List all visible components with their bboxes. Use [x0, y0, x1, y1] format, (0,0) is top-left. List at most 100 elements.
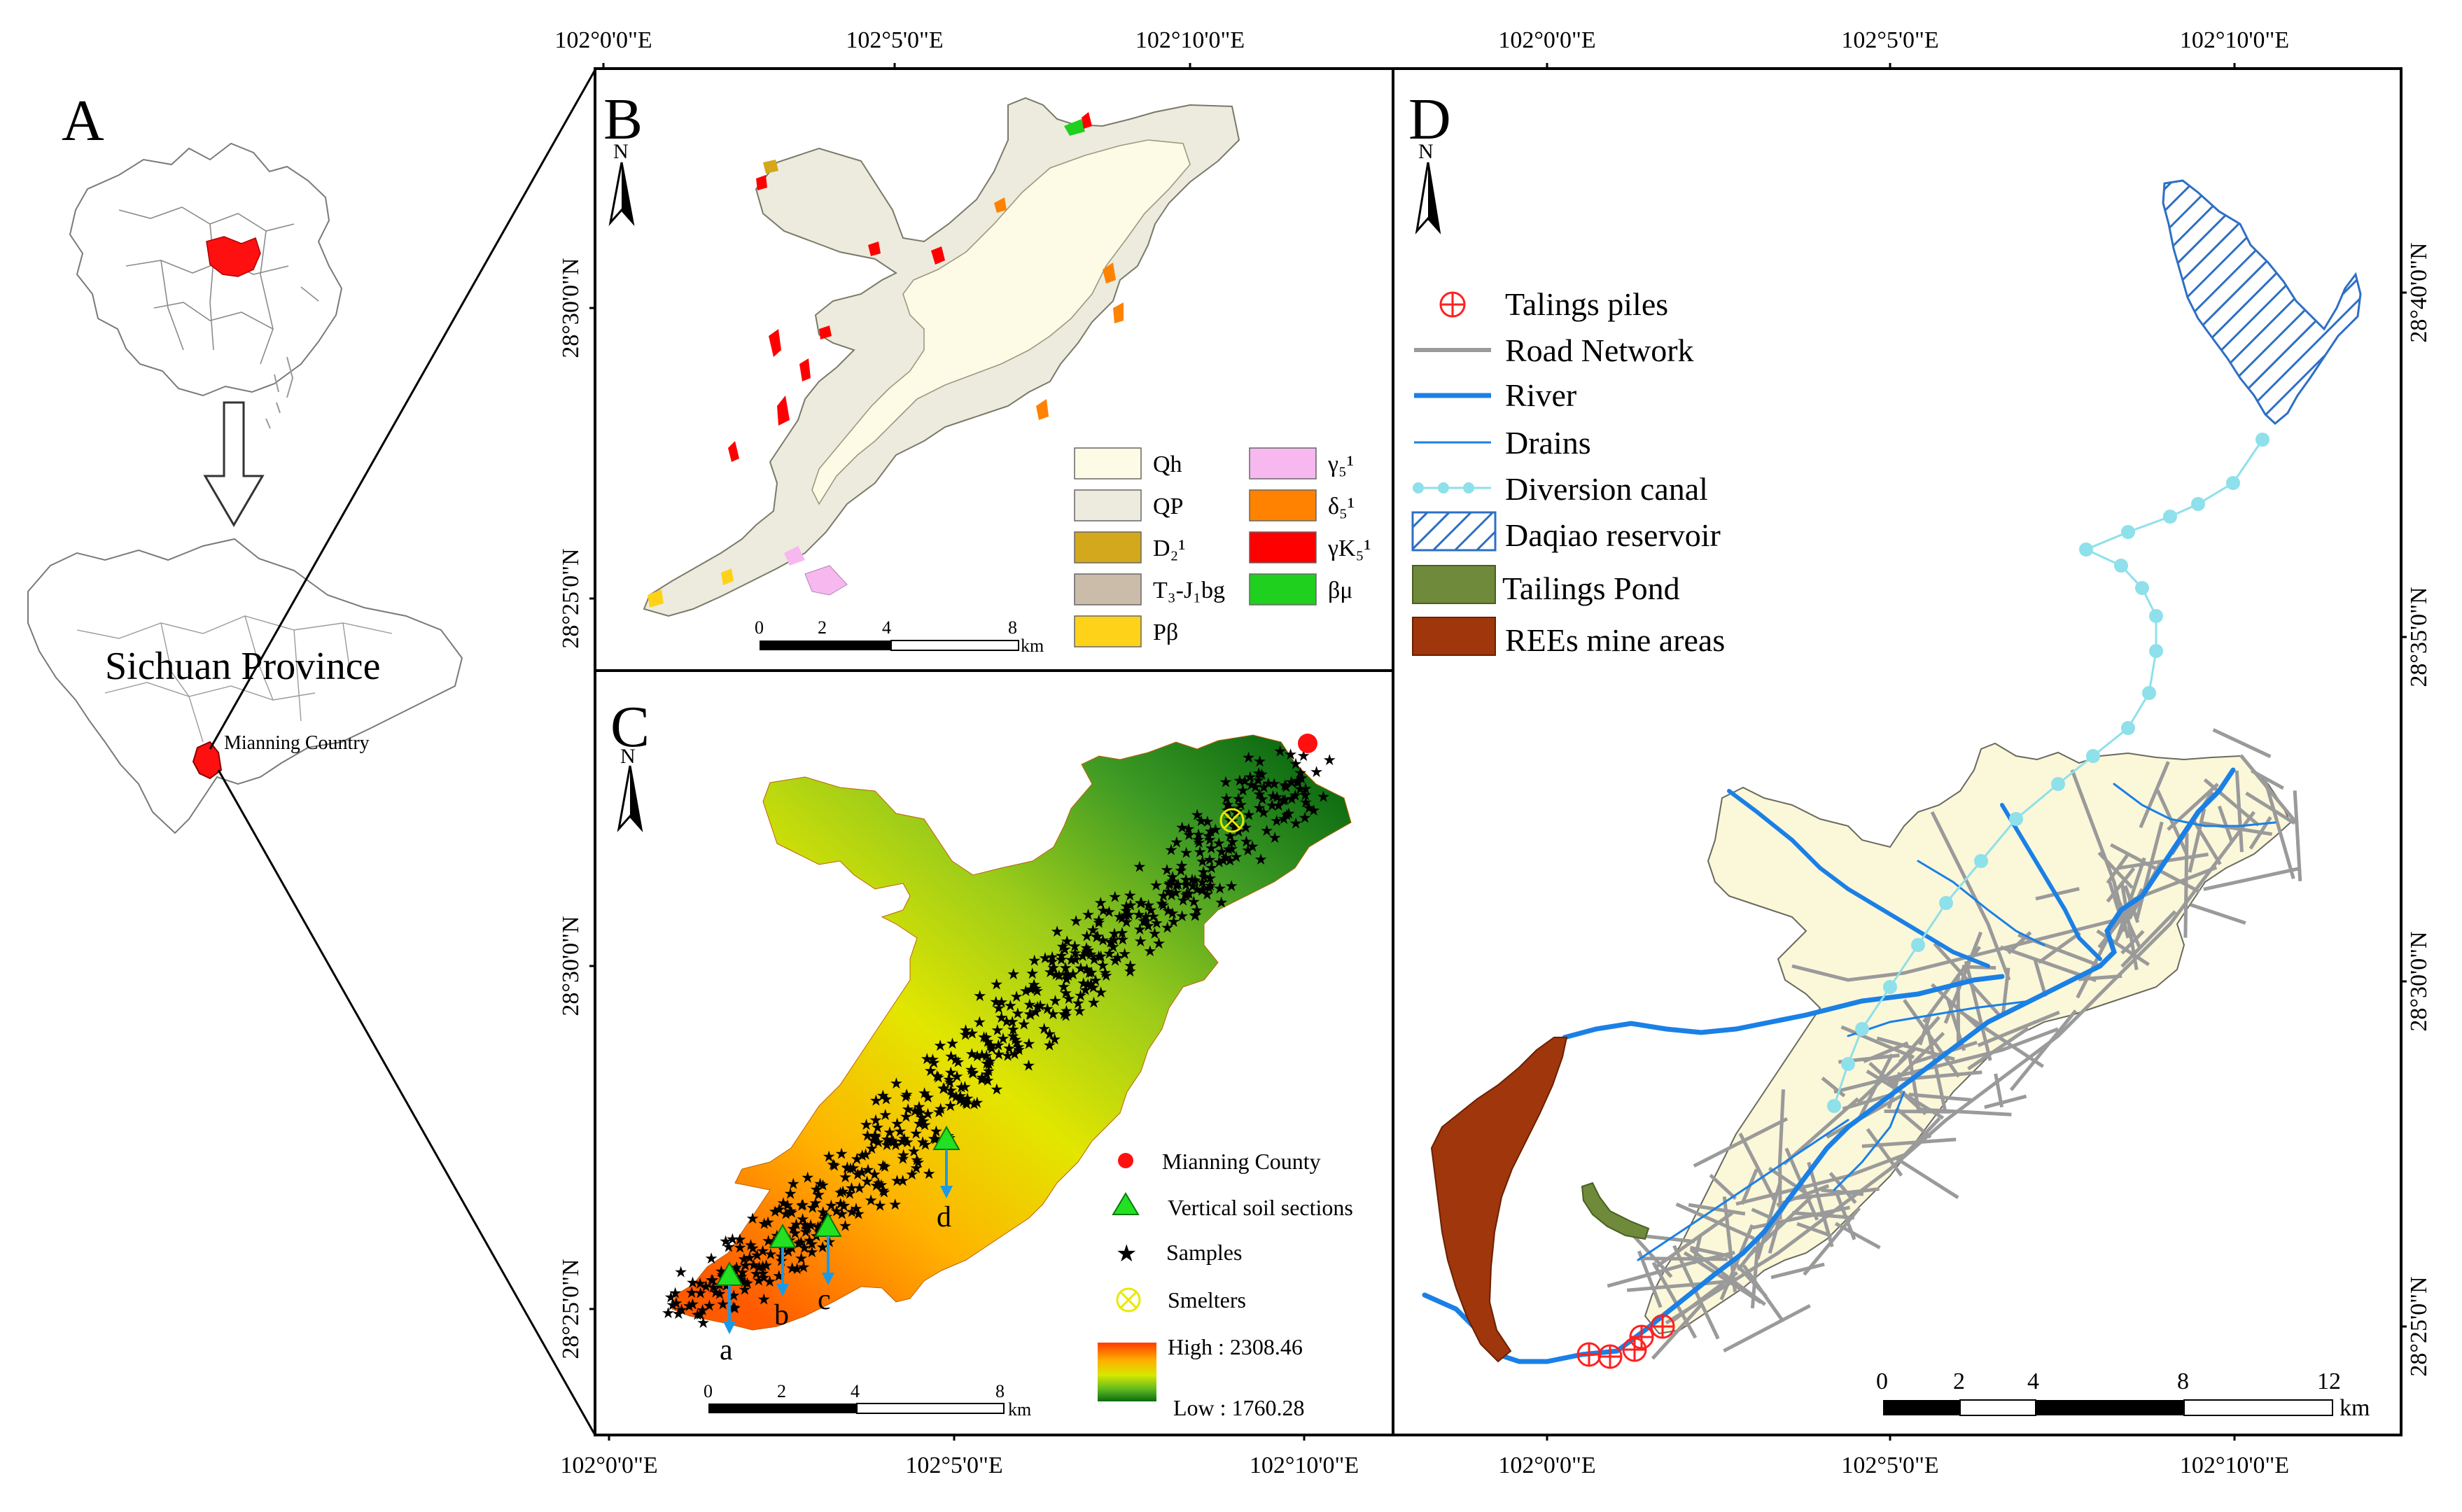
- sample-star: ★: [1054, 951, 1068, 968]
- sample-star: ★: [1052, 967, 1066, 984]
- sample-star: ★: [1080, 960, 1094, 978]
- sample-star: ★: [1028, 952, 1042, 969]
- sample-star: ★: [930, 1067, 944, 1084]
- sample-star: ★: [1299, 780, 1313, 797]
- sample-star: ★: [790, 1216, 804, 1233]
- canal-dot: [2149, 644, 2163, 658]
- sample-star: ★: [995, 993, 1009, 1011]
- sample-star: ★: [1288, 787, 1302, 804]
- sample-star: ★: [984, 1037, 998, 1055]
- sample-star: ★: [916, 1112, 930, 1130]
- road-segment: [1863, 1041, 1909, 1063]
- sample-star: ★: [1190, 901, 1204, 918]
- legend-b-label: D₂¹: [1153, 536, 1186, 561]
- china-islands: [265, 356, 294, 429]
- sample-star: ★: [1061, 967, 1075, 984]
- sample-star: ★: [965, 1061, 979, 1079]
- sample-star: ★: [883, 1124, 897, 1141]
- sample-star: ★: [1026, 965, 1040, 982]
- sample-star: ★: [1124, 957, 1138, 974]
- road-main: [1735, 1153, 1905, 1206]
- sample-star: ★: [990, 976, 1004, 993]
- sample-star: ★: [970, 1047, 984, 1065]
- scale-c-black: [708, 1404, 857, 1413]
- sample-star: ★: [685, 1284, 699, 1301]
- sample-star: ★: [1062, 990, 1076, 1007]
- sample-star: ★: [950, 1068, 964, 1085]
- sample-star: ★: [671, 1305, 685, 1322]
- sample-star: ★: [1147, 907, 1161, 925]
- geology-orange-patch-2: [1113, 302, 1124, 323]
- road-segment: [2107, 879, 2127, 932]
- sample-star: ★: [980, 1055, 994, 1072]
- sample-star: ★: [1175, 857, 1189, 874]
- road-segment: [1840, 1025, 1915, 1059]
- road-segment: [1683, 1251, 1763, 1304]
- sample-star: ★: [930, 1122, 944, 1140]
- sample-star: ★: [874, 1176, 888, 1194]
- right-tick-label: 28°35'0"N: [2406, 587, 2432, 687]
- sample-star: ★: [1236, 781, 1250, 799]
- connector-top: [209, 69, 596, 750]
- sample-star: ★: [1005, 1013, 1019, 1030]
- legend-b-label: Pβ: [1153, 620, 1178, 645]
- sample-star: ★: [1096, 956, 1110, 974]
- sample-star: ★: [736, 1264, 750, 1281]
- legend-d-drains: Drains: [1505, 425, 1591, 461]
- sample-star: ★: [942, 1070, 956, 1088]
- sample-star: ★: [1090, 928, 1104, 946]
- sample-star: ★: [768, 1203, 782, 1220]
- canal-dot: [2255, 433, 2269, 447]
- road-segment: [1994, 1073, 2004, 1108]
- sample-star: ★: [958, 1026, 972, 1044]
- sample-star: ★: [1201, 813, 1215, 830]
- sample-star: ★: [1182, 820, 1196, 838]
- sample-star: ★: [943, 1074, 957, 1091]
- road-segment: [2155, 789, 2189, 856]
- road-segment: [2190, 903, 2246, 925]
- sample-star: ★: [1080, 942, 1094, 960]
- sample-star: ★: [895, 1133, 909, 1150]
- sample-star: ★: [1255, 790, 1269, 808]
- sample-star: ★: [1253, 752, 1267, 770]
- sample-star: ★: [1193, 843, 1207, 860]
- sample-star: ★: [1043, 1026, 1057, 1043]
- sample-star: ★: [788, 1224, 802, 1242]
- sample-star: ★: [822, 1148, 836, 1166]
- sample-star: ★: [1030, 998, 1044, 1016]
- road-segment: [2078, 974, 2122, 981]
- sample-star: ★: [934, 1100, 948, 1117]
- section-arrowhead: [822, 1273, 834, 1285]
- sample-star: ★: [945, 1086, 959, 1103]
- legend-d-reservoir: Daqiao reservoir: [1505, 517, 1721, 553]
- road-main: [1930, 811, 2011, 981]
- sample-star: ★: [1203, 869, 1217, 887]
- top-tick-label: 102°0'0"E: [1498, 27, 1595, 53]
- road-segment: [1607, 1258, 1702, 1288]
- road-segment: [1747, 1194, 1814, 1258]
- canal-dot: [2191, 497, 2205, 511]
- sample-star: ★: [880, 1130, 894, 1148]
- sample-star: ★: [774, 1247, 788, 1265]
- sample-star: ★: [836, 1183, 850, 1200]
- sample-star: ★: [753, 1258, 767, 1275]
- sample-star: ★: [804, 1216, 818, 1233]
- sample-star: ★: [1186, 877, 1200, 895]
- sample-star: ★: [975, 1071, 989, 1088]
- sample-star: ★: [843, 1185, 857, 1203]
- scale-c-tick-3: 8: [995, 1381, 1005, 1401]
- tailings-pond: [1581, 1182, 1650, 1240]
- road-segment: [1984, 1094, 2027, 1110]
- sample-star: ★: [1059, 965, 1073, 983]
- road-segment: [1738, 1133, 1777, 1203]
- sample-star: ★: [865, 1140, 879, 1157]
- sample-star: ★: [1058, 940, 1072, 958]
- sample-star: ★: [1084, 964, 1098, 981]
- circle-cross-icon: [1439, 291, 1466, 318]
- sample-star: ★: [1242, 806, 1256, 823]
- sample-star: ★: [746, 1210, 760, 1227]
- sample-star: ★: [1079, 939, 1093, 957]
- scale-b-unit: km: [1021, 636, 1044, 656]
- sample-star: ★: [1307, 802, 1321, 819]
- sample-star: ★: [696, 1301, 710, 1319]
